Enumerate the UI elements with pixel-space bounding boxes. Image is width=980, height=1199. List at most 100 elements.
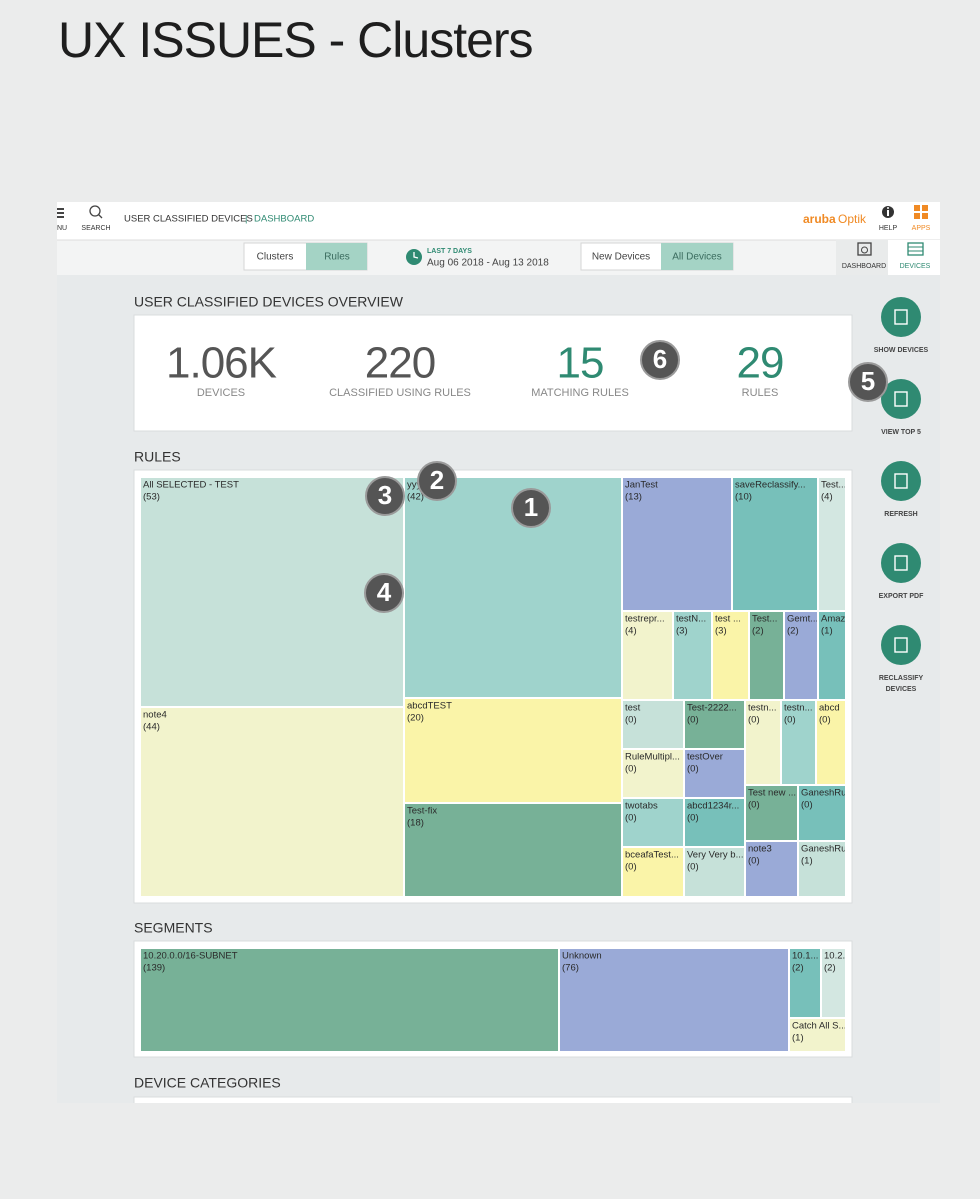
treemap-cell[interactable]: abcd1234r...(0)	[685, 799, 744, 846]
treemap-cell[interactable]: note3(0)	[746, 842, 797, 896]
tab-label[interactable]: DEVICES	[900, 263, 931, 270]
treemap-cell[interactable]: twotabs(0)	[623, 799, 683, 846]
cell-bg	[405, 699, 621, 802]
apps-icon[interactable]	[914, 205, 928, 219]
action-icon	[894, 391, 908, 407]
action-label[interactable]: REFRESH	[884, 511, 917, 518]
toggle-option[interactable]: Clusters	[257, 252, 294, 263]
cell-bg	[790, 1019, 845, 1051]
cell-label: Amaz	[821, 614, 846, 625]
cell-bg	[623, 612, 672, 699]
page-title: UX ISSUES - Clusters	[58, 12, 533, 68]
menu-icon[interactable]	[57, 208, 64, 218]
treemap-cell[interactable]: Gemt...(2)	[785, 612, 818, 699]
cell-count: (0)	[748, 856, 760, 867]
treemap-cell[interactable]: bceafaTest...(0)	[623, 848, 683, 896]
toggle-option[interactable]: All Devices	[672, 252, 721, 263]
cell-bg	[685, 848, 744, 896]
treemap-cell[interactable]: test(0)	[623, 701, 683, 748]
treemap-cell[interactable]: Catch All S...(1)	[790, 1019, 846, 1051]
action-button[interactable]	[881, 297, 921, 337]
treemap-cell[interactable]: testrepr...(4)	[623, 612, 672, 699]
action-button[interactable]	[881, 379, 921, 419]
action-label[interactable]: EXPORT PDF	[879, 593, 924, 600]
treemap-cell[interactable]: Test-fix(18)	[405, 804, 621, 896]
cell-label: bceafaTest...	[625, 850, 679, 861]
cell-count: (0)	[625, 715, 637, 726]
action-label[interactable]: DEVICES	[886, 686, 917, 693]
treemap-cell[interactable]: testOver(0)	[685, 750, 744, 797]
cell-count: (0)	[687, 764, 699, 775]
treemap-cell[interactable]: Test...(2)	[750, 612, 783, 699]
cell-bg	[141, 949, 558, 1051]
treemap-cell[interactable]: testn...(0)	[782, 701, 815, 784]
dashboard-icon[interactable]	[857, 242, 872, 256]
help-label[interactable]: HELP	[879, 225, 898, 232]
cell-bg	[822, 949, 845, 1017]
treemap-cell[interactable]: testn...(0)	[746, 701, 780, 784]
treemap-cell[interactable]: Test new ...(0)	[746, 786, 797, 840]
treemap-cell[interactable]: GaneshRu(0)	[799, 786, 846, 840]
toggle-option[interactable]: New Devices	[592, 252, 650, 263]
cell-count: (0)	[687, 715, 699, 726]
range-label[interactable]: LAST 7 DAYS	[427, 248, 472, 255]
toolbar	[57, 240, 940, 275]
treemap-cell[interactable]: test ...(3)	[713, 612, 748, 699]
search-icon[interactable]	[89, 205, 103, 219]
treemap-cell[interactable]: abcd(0)	[817, 701, 845, 784]
treemap-cell[interactable]: Test...(4)	[819, 478, 846, 610]
action-button[interactable]	[881, 625, 921, 665]
treemap-cell[interactable]: RuleMultipl...(0)	[623, 750, 683, 797]
treemap-cell[interactable]: abcdTEST(20)	[405, 699, 621, 802]
cell-label: testrepr...	[625, 614, 665, 625]
treemap-cell[interactable]: 10.1...(2)	[790, 949, 820, 1017]
cell-count: (1)	[792, 1033, 804, 1044]
annotation-number: 1	[524, 492, 538, 522]
cell-count: (10)	[735, 492, 752, 503]
cell-count: (20)	[407, 713, 424, 724]
cell-bg	[799, 842, 845, 896]
action-icon	[894, 637, 908, 653]
cell-bg	[674, 612, 711, 699]
treemap-cell[interactable]: Test-2222...(0)	[685, 701, 744, 748]
screenshot: NU SEARCH USER CLASSIFIED DEVICES | DASH…	[57, 202, 940, 1103]
cell-count: (0)	[687, 813, 699, 824]
breadcrumb: USER CLASSIFIED DEVICES	[124, 214, 253, 225]
treemap-cell[interactable]: All SELECTED - TEST(53)	[141, 478, 403, 706]
treemap-cell[interactable]: note4(44)	[141, 708, 403, 896]
cell-label: abcd1234r...	[687, 801, 739, 812]
treemap-cell[interactable]: Very Very b...(0)	[685, 848, 744, 896]
search-label[interactable]: SEARCH	[81, 225, 110, 232]
tab-label[interactable]: DASHBOARD	[842, 263, 886, 270]
devices-icon[interactable]	[907, 242, 924, 256]
treemap-cell[interactable]: Unknown(76)	[560, 949, 788, 1051]
treemap-cell[interactable]: saveReclassify...(10)	[733, 478, 817, 610]
treemap-cell[interactable]: 10.20.0.0/16-SUBNET(139)	[141, 949, 558, 1051]
action-label[interactable]: SHOW DEVICES	[874, 347, 929, 354]
action-button[interactable]	[881, 461, 921, 501]
cell-label: RuleMultipl...	[625, 752, 680, 763]
treemap-cell[interactable]: JanTest(13)	[623, 478, 731, 610]
cell-label: abcd	[819, 703, 840, 714]
date-range[interactable]: Aug 06 2018 - Aug 13 2018	[427, 258, 549, 269]
toggle-option[interactable]: Rules	[324, 252, 350, 263]
section-heading: USER CLASSIFIED DEVICES OVERVIEW	[134, 294, 404, 310]
cell-count: (2)	[792, 963, 804, 974]
menu-label[interactable]: NU	[57, 225, 67, 232]
cell-count: (0)	[819, 715, 831, 726]
action-label[interactable]: RECLASSIFY	[879, 675, 924, 682]
treemap-cell[interactable]: Amaz(1)	[819, 612, 846, 699]
cell-count: (0)	[687, 862, 699, 873]
cell-label: testN...	[676, 614, 706, 625]
cell-label: twotabs	[625, 801, 658, 812]
treemap-cell[interactable]: 10.2...(2)	[822, 949, 850, 1017]
action-label[interactable]: VIEW TOP 5	[881, 429, 921, 436]
treemap-cell[interactable]: testN...(3)	[674, 612, 711, 699]
apps-label[interactable]: APPS	[912, 225, 931, 232]
cell-bg	[623, 750, 683, 797]
breadcrumb-page[interactable]: DASHBOARD	[254, 214, 314, 225]
action-button[interactable]	[881, 543, 921, 583]
clock-hands	[413, 252, 419, 259]
treemap-cell[interactable]: GaneshRu(1)	[799, 842, 846, 896]
annotation-badge	[364, 573, 404, 613]
